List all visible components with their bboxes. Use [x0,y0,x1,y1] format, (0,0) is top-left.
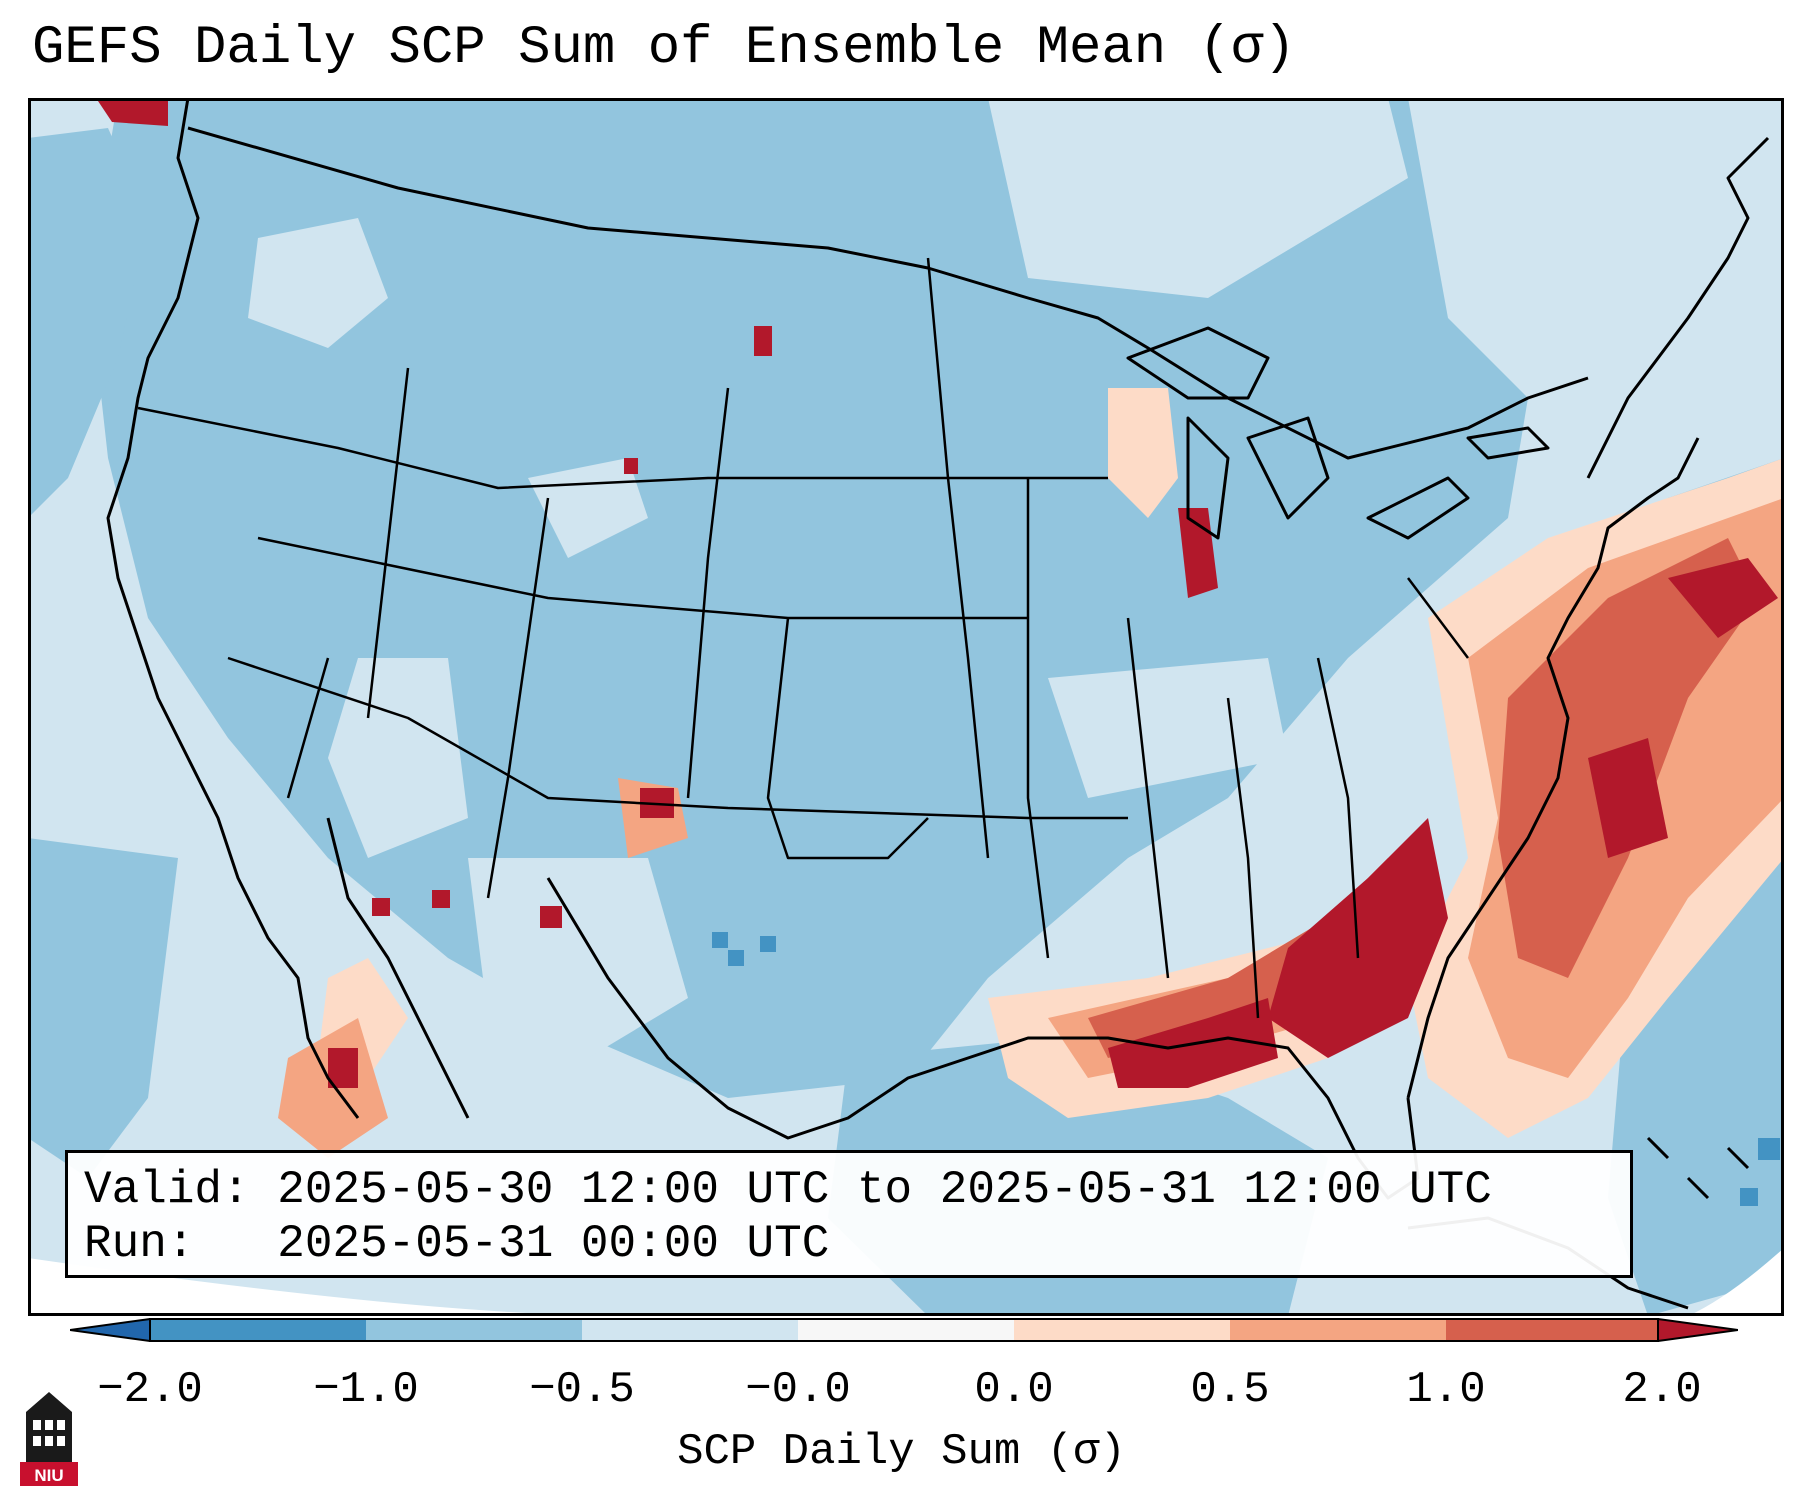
field-dark-spot [728,950,744,966]
valid-label: Valid: [84,1164,250,1216]
colorbar-bin-3 [582,1319,798,1341]
field-blue-sw-ocean [28,838,178,1178]
field-positive-max [432,890,450,908]
colorbar-over-triangle [1657,1318,1738,1342]
projection-edge [1688,1248,1784,1316]
colorbar-tick: −2.0 [97,1365,203,1415]
field-light-patch [328,658,468,858]
coastline-northeast [1586,136,1770,479]
field-positive-max [540,906,562,928]
logo-tower-roof-icon [26,1392,72,1412]
field-light-patch [468,858,688,1058]
niu-logo: NIU [20,1392,78,1486]
colorbar-frame [149,1318,1659,1342]
field-positive-max [754,326,772,356]
colorbar-bin-2 [366,1319,582,1341]
field-positive-max [1668,558,1778,638]
colorbar-label: SCP Daily Sum (σ) [677,1427,1126,1477]
coastline-baja [326,817,470,1119]
run-value: 2025-05-31 00:00 UTC [277,1218,830,1270]
field-dark-spot [712,932,728,948]
logo-text: NIU [34,1466,63,1485]
field-dark-spot [1758,1138,1780,1160]
map-panel [28,98,1784,1316]
run-row: Run: 2025-05-31 00:00 UTC [84,1221,829,1267]
bahamas [1646,1136,1750,1200]
field-blue-conus [88,98,1528,1098]
field-positive-max [96,98,168,126]
valid-row: Valid: 2025-05-30 12:00 UTC to 2025-05-3… [84,1167,1492,1213]
state-border [137,257,1469,1019]
field-positive-light [1108,388,1178,518]
colorbar-bin-4 [798,1319,1014,1341]
field-positive-max [328,1048,358,1088]
colorbar-tick: −0.5 [529,1365,635,1415]
border-canada-us [187,126,1589,460]
colorbar [70,1318,1738,1342]
field-positive-strong [1088,858,1408,1058]
colorbar-tick: −1.0 [313,1365,419,1415]
coastline-west [106,98,360,1119]
field-positive-max [624,458,638,474]
valid-value: 2025-05-30 12:00 UTC to 2025-05-31 12:00… [277,1164,1492,1216]
colorbar-tick: 0.5 [1190,1365,1270,1415]
colorbar-under-triangle [70,1318,151,1342]
valid-run-box: Valid: 2025-05-30 12:00 UTC to 2025-05-3… [65,1150,1633,1278]
field-positive-max [372,898,390,916]
projection-edge [28,1258,628,1316]
colorbar-tick: 2.0 [1622,1365,1702,1415]
chart-title: GEFS Daily SCP Sum of Ensemble Mean (σ) [32,18,1296,79]
colorbar-bin-7 [1446,1319,1658,1341]
field-light-patch [1048,658,1288,798]
colorbar-bin-1 [150,1319,366,1341]
colorbar-tick: −0.0 [745,1365,851,1415]
field-dark-spot [1740,1188,1758,1206]
field-light-patch [248,218,388,348]
coastline-east [1406,437,1700,1099]
colorbar-bin-6 [1230,1319,1446,1341]
map-frame [28,98,1784,1316]
run-label: Run: [84,1218,195,1270]
field-positive-max [1588,738,1668,858]
great-lakes [1126,326,1550,540]
field-blue-west [28,128,148,518]
colorbar-tick: 0.0 [974,1365,1054,1415]
logo-banner [20,1462,78,1486]
colorbar-tick: 1.0 [1406,1365,1486,1415]
field-dark-spot [760,936,776,952]
field-light-patch [988,98,1408,298]
colorbar-bin-5 [1014,1319,1230,1341]
